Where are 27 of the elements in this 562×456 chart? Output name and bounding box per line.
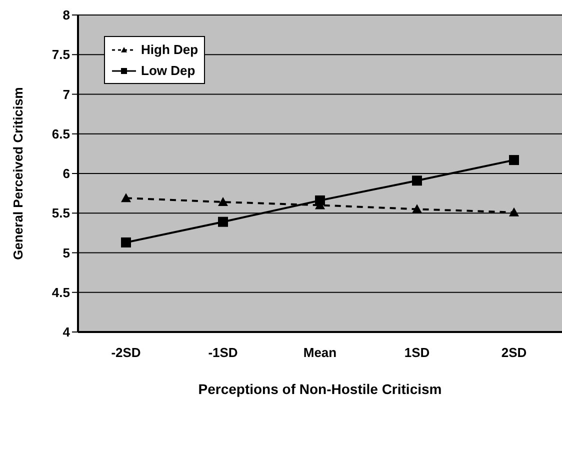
legend-label: High Dep (141, 42, 198, 57)
y-tick-label: 5.5 (52, 206, 70, 221)
x-tick-label: Mean (303, 345, 337, 360)
point (218, 197, 228, 206)
x-tick-label: -2SD (111, 345, 141, 360)
x-tick-label: -1SD (208, 345, 238, 360)
y-tick-label: 6.5 (52, 126, 70, 142)
point (412, 176, 422, 186)
y-tick-label: 4 (62, 324, 71, 340)
x-axis-title: Perceptions of Non-Hostile Criticism (198, 381, 442, 397)
x-tick-label: 1SD (404, 345, 430, 360)
x-tick-label: 2SD (501, 345, 527, 360)
point (121, 193, 131, 202)
y-tick-label: 7.5 (52, 47, 70, 62)
y-tick-label: 5 (62, 245, 70, 260)
y-tick-label: 4.5 (52, 284, 70, 300)
point (509, 155, 519, 166)
y-axis-title: General Perceived Criticism (10, 87, 26, 260)
point (121, 237, 131, 248)
legend-label: Low Dep (141, 63, 196, 78)
point (412, 204, 422, 214)
point (218, 216, 228, 227)
y-tick-label: 8 (62, 8, 70, 23)
point (509, 207, 519, 216)
y-tick-label: 6 (62, 166, 70, 182)
point (315, 195, 325, 206)
y-tick-label: 7 (62, 86, 70, 102)
